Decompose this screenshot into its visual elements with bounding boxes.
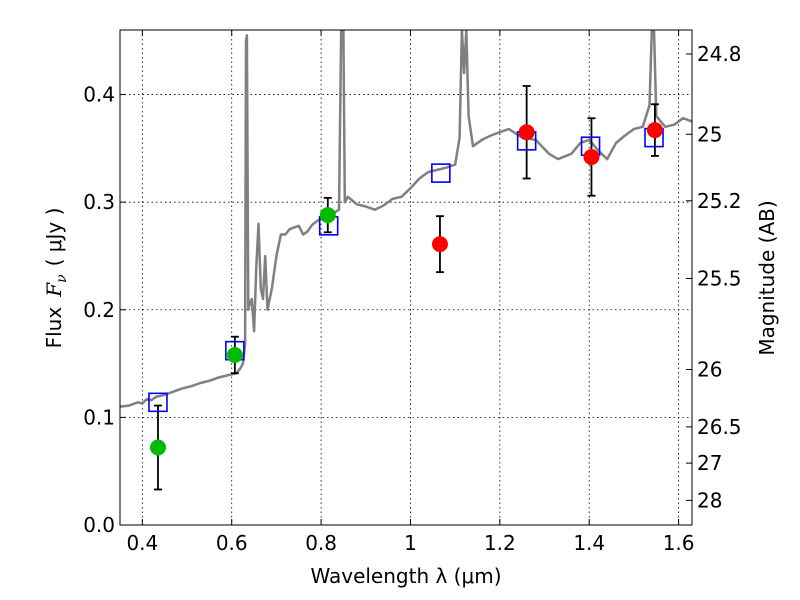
model-flux-square [431, 163, 451, 183]
y-tick-label: 0.4 [83, 83, 115, 107]
model-flux-square [148, 392, 168, 413]
x-tick-label: 1.4 [573, 531, 605, 555]
x-axis-title: Wavelength λ (μm) [310, 564, 501, 588]
y-tick-label: 0.2 [83, 298, 115, 322]
observed-flux-markers [149, 122, 663, 456]
x-tick-label: 1.6 [663, 531, 695, 555]
plot-frame [119, 29, 693, 526]
axis-ticks: 0.4 0.6 0.8 1 1.2 1.4 1.6 0.0 0.1 0.2 0.3 0.4 24.8 25… [83, 30, 742, 555]
y2-tick-label: 24.8 [697, 42, 742, 66]
y-axis-title-units: ( μJy ) [42, 208, 66, 267]
observed-flux-point [583, 148, 600, 165]
y-axis-title: Flux Fν ( μJy ) [42, 208, 70, 349]
observed-flux-point [646, 122, 663, 139]
y2-axis-title: Magnitude (AB) [755, 200, 779, 355]
observed-flux-point [431, 236, 448, 253]
y-tick-label: 0.1 [83, 405, 115, 429]
y2-tick-label: 28 [697, 488, 722, 512]
y2-tick-label: 25.5 [697, 266, 742, 290]
x-tick-label: 1.2 [484, 531, 516, 555]
observed-flux-point [226, 346, 243, 363]
y2-tick-label: 26.5 [697, 415, 742, 439]
y-tick-label: 0.3 [83, 190, 115, 214]
observed-flux-point [319, 207, 336, 224]
x-tick-label: 0.6 [216, 531, 248, 555]
observed-flux-point [518, 124, 535, 141]
plot-area [120, 30, 692, 491]
x-tick-label: 1 [404, 531, 417, 555]
y-tick-label: 0.0 [83, 513, 115, 537]
y2-tick-label: 26 [697, 358, 722, 382]
x-tick-label: 0.8 [305, 531, 337, 555]
y2-tick-label: 25.2 [697, 189, 742, 213]
y-axis-title-subscript: ν [54, 274, 70, 283]
y-axis-title-symbol: F [42, 282, 66, 298]
observed-flux-point [149, 439, 166, 456]
y2-tick-label: 27 [697, 451, 722, 475]
y-axis-title-flux: Flux [42, 307, 66, 349]
y2-tick-label: 25 [697, 122, 722, 146]
x-tick-label: 0.4 [126, 531, 158, 555]
